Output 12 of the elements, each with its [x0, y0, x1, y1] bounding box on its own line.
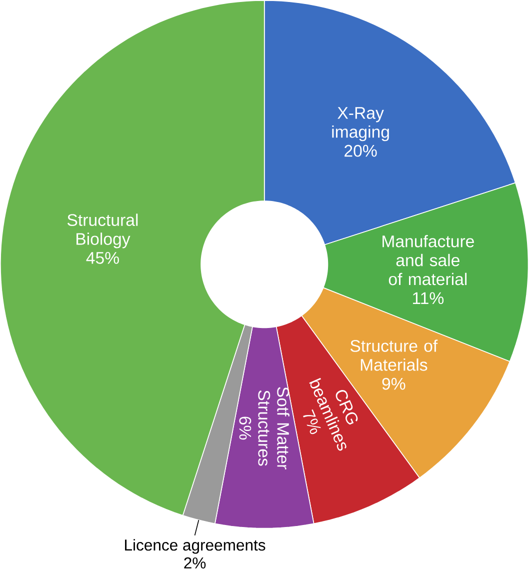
data-label: 6%	[239, 416, 252, 440]
slice-label: X-Ray imaging	[332, 107, 390, 142]
slice-label: Manufacture and sale of material	[382, 234, 474, 286]
data-label: 45%	[86, 252, 120, 264]
data-label: 2%	[184, 557, 206, 568]
slice-label: Structural Biology	[68, 214, 138, 248]
slice-label: Structure of Materials	[350, 340, 438, 371]
slice-label: Licence agreements	[125, 539, 266, 554]
data-label: 9%	[382, 378, 406, 390]
data-label: 20%	[344, 144, 377, 157]
slice-label: Sotf Matter Structures	[258, 387, 290, 470]
data-label: 11%	[413, 292, 444, 304]
